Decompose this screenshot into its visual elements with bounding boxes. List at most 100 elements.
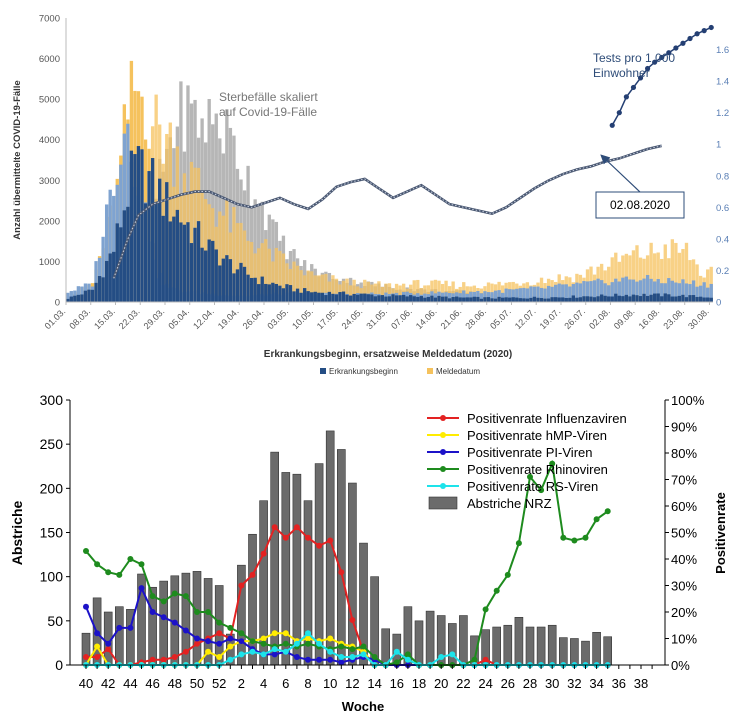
abstriche-bar [558, 637, 568, 666]
erkrankung-bar [129, 150, 134, 302]
erkrankung-bar [69, 296, 73, 302]
top-y-axis-title: Anzahl übermittelte COVID-19-Fälle [12, 80, 23, 239]
light-blue-bar [681, 279, 685, 302]
erkrankung-bar [341, 291, 346, 302]
erkrankung-bar [186, 222, 190, 302]
light-blue-bar [69, 291, 73, 302]
erkrankung-bar [73, 295, 77, 302]
rate-point [571, 537, 578, 544]
bottom-x-tick-label: 48 [168, 676, 182, 691]
meldedatum-bar [327, 281, 332, 302]
erkrankung-bar [571, 295, 576, 302]
erkrankung-bar [158, 178, 162, 302]
top-x-tick-label: 09.08. [612, 306, 637, 331]
meldedatum-bar [610, 257, 614, 302]
legend-marker [440, 483, 446, 489]
erkrankung-bar [532, 296, 537, 302]
erkrankung-bar [94, 282, 98, 302]
rate-point [249, 648, 256, 655]
top-x-tick-label: 17.05. [315, 306, 340, 331]
erkrankung-bar [585, 296, 590, 302]
bottom-y-tick-label: 200 [40, 480, 64, 496]
erkrankung-bar [465, 297, 469, 302]
erkrankung-bar [525, 298, 530, 302]
rate-point [216, 654, 223, 661]
abstriche-bar [425, 610, 435, 666]
light-blue-bar [691, 280, 696, 302]
erkrankung-bar [430, 295, 434, 302]
bottom-x-tick-label: 34 [589, 676, 603, 691]
erkrankung-bar [607, 296, 611, 302]
light-blue-bar [522, 287, 526, 302]
meldedatum-bar [306, 270, 310, 302]
light-blue-bar [564, 284, 568, 302]
erkrankung-bar [299, 292, 303, 302]
meldedatum-bar [614, 252, 618, 302]
rate-point [94, 654, 101, 661]
sterbe-bar [271, 219, 275, 302]
erkrankung-bar [168, 221, 172, 302]
erkrankung-bar [504, 297, 508, 302]
bottom-y-tick-label: 250 [40, 436, 64, 452]
light-blue-bar [108, 189, 112, 302]
bottom-y-tick-label: 100 [40, 569, 64, 585]
abstriche-bar [525, 626, 535, 666]
rate-point [182, 627, 189, 634]
meldedatum-bar [373, 283, 378, 302]
bottom-x-tick-label: 6 [282, 676, 289, 691]
sterbe-annotation-line1: Sterbefälle skaliert [219, 90, 318, 104]
erkrankung-bar [592, 297, 597, 302]
erkrankung-bar [416, 296, 420, 302]
erkrankung-bar [621, 296, 625, 302]
tests-point [666, 50, 672, 56]
light-blue-bar [554, 284, 558, 302]
rate-point [83, 654, 89, 661]
erkrankung-bar [150, 158, 155, 302]
bottom-x-tick-label: 4 [260, 676, 267, 691]
erkrankung-bar [550, 297, 554, 302]
rate-point [83, 548, 89, 555]
bottom-x-tick-label: 28 [523, 676, 537, 691]
rate-point [94, 643, 101, 650]
light-blue-bar [624, 276, 629, 302]
sterbe-bar [207, 98, 211, 302]
top-y2-tick-label: 1 [716, 140, 721, 151]
erkrankung-bar [529, 297, 533, 302]
bottom-legend: Positivenrate Influenzaviren Positivenrat… [427, 411, 627, 511]
meldedatum-bar [334, 278, 339, 302]
erkrankung-bar [207, 239, 211, 302]
light-blue-bar [76, 286, 81, 302]
tests-point [637, 75, 644, 81]
rvalue-line-dots [113, 145, 662, 279]
top-y2-tick-label: 0 [716, 298, 721, 309]
erkrankung-bar [370, 294, 374, 302]
rate-point [271, 651, 278, 658]
bottom-x-tick-label: 44 [123, 676, 137, 691]
light-blue-bar [571, 284, 576, 302]
erkrankung-bar [317, 292, 321, 302]
meldedatum-bar [444, 280, 448, 302]
rate-point [282, 630, 289, 637]
erkrankung-bar [596, 296, 600, 302]
light-blue-bar [635, 281, 639, 302]
rate-point [138, 561, 145, 568]
meldedatum-bar [412, 280, 416, 302]
erkrankung-bar [76, 294, 81, 302]
light-blue-bar [645, 274, 650, 302]
light-blue-bar [706, 287, 710, 302]
erkrankung-bar [500, 297, 505, 302]
rate-point [560, 534, 567, 541]
rate-point [238, 582, 245, 589]
rate-point [404, 656, 411, 663]
erkrankung-bar [90, 289, 95, 302]
abstriche-bar [159, 580, 168, 666]
erkrankung-bar [688, 295, 692, 302]
top-x-tick-label: 31.05. [364, 306, 389, 331]
erkrankung-bar [458, 297, 462, 302]
erkrankung-bar [508, 297, 512, 302]
rate-point [305, 534, 311, 541]
erkrankung-bar [515, 297, 519, 302]
light-blue-bar [709, 283, 713, 302]
legend-label: Positivenrate hMP-Viren [467, 428, 607, 443]
erkrankung-bar [578, 297, 583, 302]
